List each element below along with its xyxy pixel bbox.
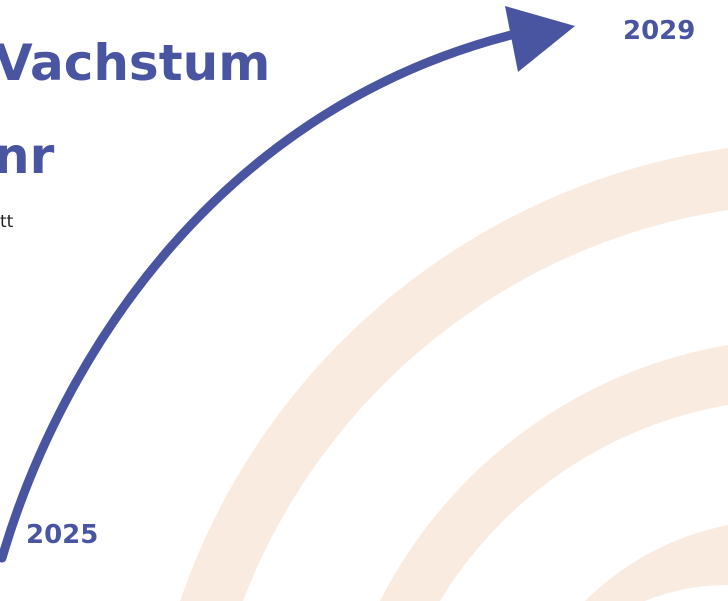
arrow-head bbox=[505, 6, 575, 72]
arrow-shaft bbox=[2, 30, 532, 558]
year-end-label: 2029 bbox=[623, 18, 695, 44]
year-start-label: 2025 bbox=[26, 522, 98, 548]
